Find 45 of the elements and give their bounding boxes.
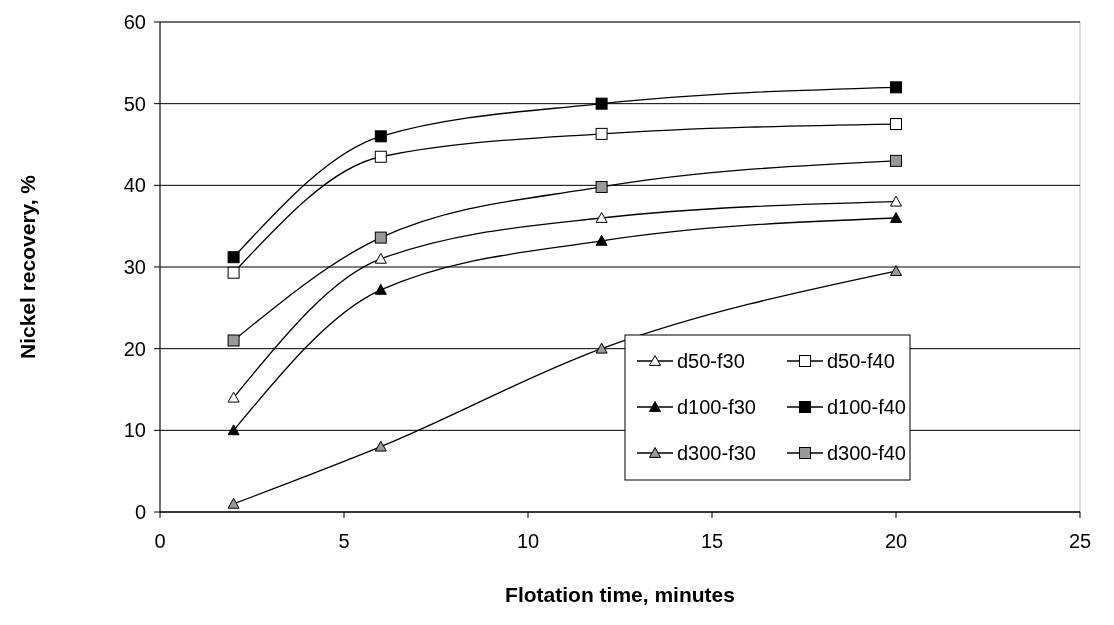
x-tick-label: 25 bbox=[1068, 530, 1092, 552]
x-tick-label: 10 bbox=[516, 530, 540, 552]
point bbox=[890, 81, 902, 94]
point bbox=[890, 212, 902, 223]
y-tick-label: 60 bbox=[123, 11, 146, 33]
x-tick-label: 15 bbox=[700, 530, 724, 552]
y-tick-label: 50 bbox=[123, 92, 146, 115]
x-tick-label: 5 bbox=[338, 530, 350, 552]
point bbox=[227, 391, 240, 403]
legend-label: d100-f40 bbox=[827, 396, 906, 418]
point bbox=[374, 231, 387, 244]
point bbox=[890, 265, 902, 276]
point bbox=[374, 252, 387, 264]
point bbox=[890, 118, 902, 131]
point bbox=[227, 497, 240, 509]
point bbox=[227, 251, 240, 264]
legend-label: d100-f30 bbox=[677, 396, 756, 418]
y-tick-label: 20 bbox=[123, 337, 146, 360]
legend-label: d300-f30 bbox=[677, 442, 756, 464]
legend-label: d300-f40 bbox=[827, 442, 906, 464]
point bbox=[595, 234, 608, 246]
point bbox=[595, 97, 608, 110]
x-tick-label: 20 bbox=[884, 530, 908, 552]
legend-label: d50-f30 bbox=[677, 350, 745, 372]
point bbox=[227, 266, 240, 279]
point bbox=[595, 342, 608, 354]
y-tick-label: 30 bbox=[123, 256, 146, 278]
point bbox=[595, 127, 608, 140]
point bbox=[595, 180, 608, 193]
point bbox=[595, 212, 608, 223]
point bbox=[227, 424, 240, 436]
y-tick-label: 40 bbox=[123, 174, 146, 197]
y-axis-title: Nickel recovery, % bbox=[16, 174, 39, 360]
point bbox=[890, 154, 902, 167]
point bbox=[374, 283, 387, 295]
point bbox=[374, 440, 387, 452]
point bbox=[227, 334, 240, 347]
point bbox=[374, 130, 387, 143]
x-axis-title: Flotation time, minutes bbox=[505, 583, 735, 606]
point bbox=[890, 195, 902, 207]
x-tick-label: 0 bbox=[154, 530, 166, 552]
legend-label: d50-f40 bbox=[827, 350, 895, 372]
y-tick-label: 0 bbox=[134, 501, 146, 523]
y-tick-label: 10 bbox=[123, 419, 146, 442]
point bbox=[374, 150, 387, 163]
